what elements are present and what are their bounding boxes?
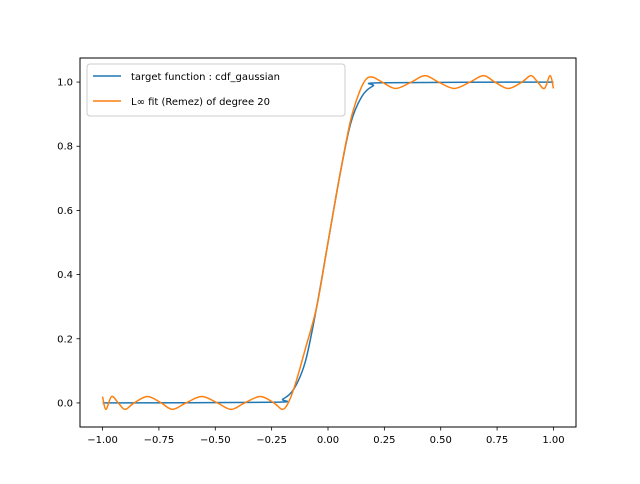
y-tick-label: 0.0: [57, 398, 73, 409]
x-tick-label: 1.00: [542, 435, 564, 446]
x-tick-label: −1.00: [87, 435, 118, 446]
series-line-remez: [101, 74, 555, 411]
x-tick-label: −0.25: [256, 435, 287, 446]
x-tick-label: −0.75: [144, 435, 175, 446]
legend: target function : cdf_gaussian L∞ fit (R…: [86, 63, 346, 117]
legend-label-target: target function : cdf_gaussian: [131, 72, 280, 83]
legend-label-remez: L∞ fit (Remez) of degree 20: [131, 97, 270, 108]
x-tick-label: 0.00: [317, 435, 339, 446]
x-tick-label: 0.25: [373, 435, 395, 446]
x-axis: −1.00 −0.75 −0.50 −0.25 0.00 0.25 0.50 0.75 1.00: [87, 427, 565, 446]
y-tick-label: 0.2: [57, 334, 73, 345]
y-tick-label: 0.6: [57, 206, 73, 217]
y-tick-label: 0.4: [57, 270, 73, 281]
y-tick-label: 1.0: [57, 78, 73, 89]
x-tick-label: 0.50: [430, 435, 452, 446]
y-tick-label: 0.8: [57, 142, 73, 153]
y-axis: 0.0 0.2 0.4 0.6 0.8 1.0: [57, 78, 80, 409]
legend-box: [86, 63, 346, 117]
x-tick-label: 0.75: [486, 435, 508, 446]
x-tick-label: −0.50: [200, 435, 231, 446]
plot-lines: [101, 74, 555, 411]
